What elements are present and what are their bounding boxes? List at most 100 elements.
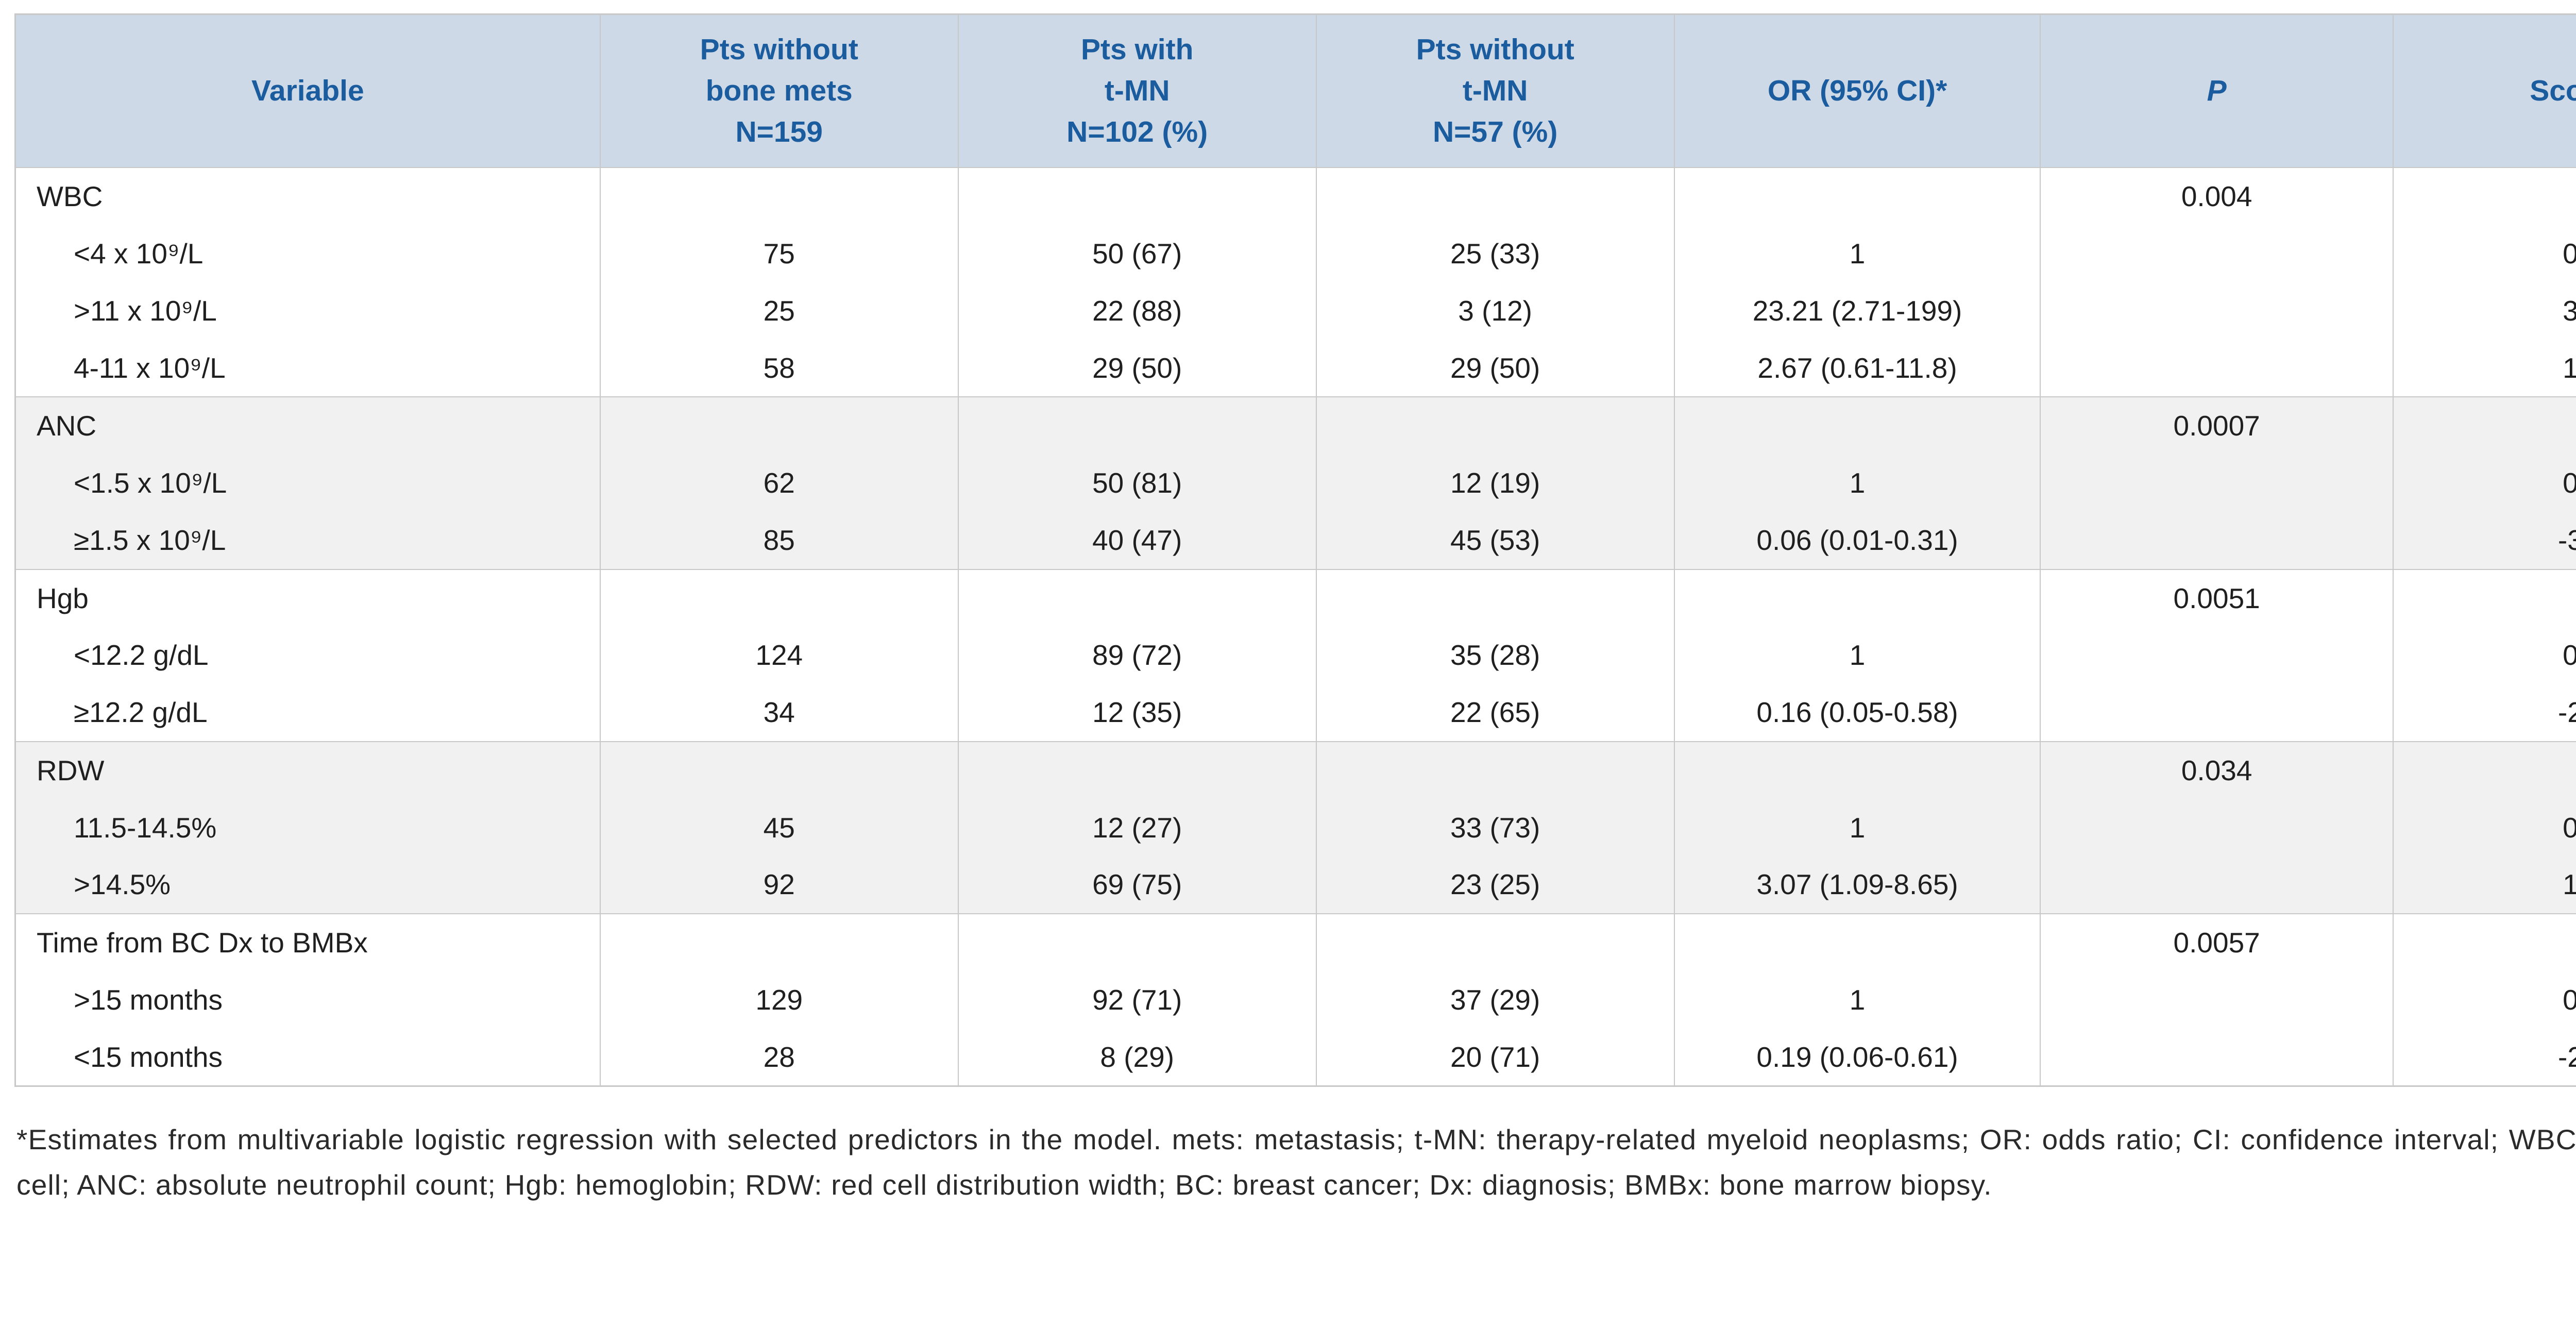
or-value: 1 bbox=[1673, 455, 2041, 512]
table-row: 4-11 x 10⁹/L 58 29 (50) 29 (50) 2.67 (0.… bbox=[15, 339, 2576, 397]
category-label: <15 months bbox=[15, 1028, 600, 1086]
empty-cell bbox=[2040, 455, 2393, 512]
table-row: 11.5-14.5% 45 12 (27) 33 (73) 1 0 bbox=[15, 799, 2576, 857]
table-row: <4 x 10⁹/L 75 50 (67) 25 (33) 1 0 bbox=[15, 225, 2576, 282]
or-value: 0.19 (0.06-0.61) bbox=[1673, 1028, 2041, 1086]
score-value: -2 bbox=[2392, 684, 2576, 742]
category-label: <4 x 10⁹/L bbox=[15, 225, 600, 282]
empty-cell bbox=[1673, 397, 2041, 455]
empty-cell bbox=[599, 914, 958, 971]
empty-cell bbox=[957, 569, 1316, 627]
table-row: >15 months 129 92 (71) 37 (29) 1 0 bbox=[15, 971, 2576, 1029]
empty-cell bbox=[957, 914, 1316, 971]
no-tmn-value: 37 (29) bbox=[1315, 971, 1674, 1029]
table-row: ANC 0.0007 bbox=[15, 397, 2576, 455]
or-value: 1 bbox=[1673, 225, 2041, 282]
empty-cell bbox=[2040, 627, 2393, 684]
tmn-value: 92 (71) bbox=[957, 971, 1316, 1029]
or-value: 23.21 (2.71-199) bbox=[1673, 282, 2041, 340]
results-table: Variable Pts without bone mets N=159 Pts… bbox=[14, 13, 2576, 1087]
tmn-value: 12 (35) bbox=[957, 684, 1316, 742]
no-tmn-value: 12 (19) bbox=[1315, 455, 1674, 512]
tmn-value: 50 (67) bbox=[957, 225, 1316, 282]
variable-group-rdw: RDW 0.034 11.5-14.5% 45 12 (27) 33 (73) … bbox=[15, 741, 2576, 914]
empty-cell bbox=[2040, 511, 2393, 569]
category-label: >15 months bbox=[15, 971, 600, 1029]
empty-cell bbox=[2392, 914, 2576, 971]
category-label: <12.2 g/dL bbox=[15, 627, 600, 684]
table-row: <15 months 28 8 (29) 20 (71) 0.19 (0.06-… bbox=[15, 1028, 2576, 1086]
empty-cell bbox=[1673, 167, 2041, 226]
score-value: -2 bbox=[2392, 1028, 2576, 1086]
no-tmn-value: 20 (71) bbox=[1315, 1028, 1674, 1086]
no-tmn-value: 23 (25) bbox=[1315, 856, 1674, 914]
variable-group-wbc: WBC 0.004 <4 x 10⁹/L 75 50 (67) 25 (33) … bbox=[15, 167, 2576, 397]
or-value: 1 bbox=[1673, 799, 2041, 857]
no-tmn-value: 33 (73) bbox=[1315, 799, 1674, 857]
variable-name: Time from BC Dx to BMBx bbox=[15, 914, 600, 971]
empty-cell bbox=[2040, 1028, 2393, 1086]
col-header-or-ci: OR (95% CI)* bbox=[1673, 14, 2041, 169]
tmn-value: 8 (29) bbox=[957, 1028, 1316, 1086]
table-row: <12.2 g/dL 124 89 (72) 35 (28) 1 0 bbox=[15, 627, 2576, 684]
variable-group-hgb: Hgb 0.0051 <12.2 g/dL 124 89 (72) 35 (28… bbox=[15, 569, 2576, 742]
table-row: ≥1.5 x 10⁹/L 85 40 (47) 45 (53) 0.06 (0.… bbox=[15, 511, 2576, 569]
variable-group-anc: ANC 0.0007 <1.5 x 10⁹/L 62 50 (81) 12 (1… bbox=[15, 397, 2576, 569]
or-value: 0.16 (0.05-0.58) bbox=[1673, 684, 2041, 742]
empty-cell bbox=[1315, 569, 1674, 627]
tmn-value: 22 (88) bbox=[957, 282, 1316, 340]
empty-cell bbox=[2040, 282, 2393, 340]
variable-group-time-bc-dx-to-bmbx: Time from BC Dx to BMBx 0.0057 >15 month… bbox=[15, 914, 2576, 1086]
empty-cell bbox=[2392, 167, 2576, 226]
tmn-value: 69 (75) bbox=[957, 856, 1316, 914]
no-tmn-value: 45 (53) bbox=[1315, 511, 1674, 569]
n-value: 75 bbox=[599, 225, 958, 282]
table-row: Hgb 0.0051 bbox=[15, 569, 2576, 627]
empty-cell bbox=[1673, 569, 2041, 627]
variable-name: Hgb bbox=[15, 569, 600, 627]
variable-name: RDW bbox=[15, 741, 600, 799]
header-row: Variable Pts without bone mets N=159 Pts… bbox=[15, 14, 2576, 169]
empty-cell bbox=[2040, 225, 2393, 282]
n-value: 85 bbox=[599, 511, 958, 569]
category-label: <1.5 x 10⁹/L bbox=[15, 455, 600, 512]
empty-cell bbox=[2040, 339, 2393, 397]
empty-cell bbox=[599, 167, 958, 226]
empty-cell bbox=[957, 167, 1316, 226]
p-value: 0.0057 bbox=[2040, 914, 2393, 971]
empty-cell bbox=[2040, 799, 2393, 857]
empty-cell bbox=[599, 569, 958, 627]
or-value: 1 bbox=[1673, 971, 2041, 1029]
col-header-pts-with-tmn: Pts with t-MN N=102 (%) bbox=[957, 14, 1316, 169]
variable-name: ANC bbox=[15, 397, 600, 455]
table-row: WBC 0.004 bbox=[15, 167, 2576, 226]
score-value: 0 bbox=[2392, 455, 2576, 512]
empty-cell bbox=[1673, 741, 2041, 799]
table-row: <1.5 x 10⁹/L 62 50 (81) 12 (19) 1 0 bbox=[15, 455, 2576, 512]
empty-cell bbox=[2392, 569, 2576, 627]
col-header-variable: Variable bbox=[15, 14, 600, 169]
n-value: 124 bbox=[599, 627, 958, 684]
score-value: 0 bbox=[2392, 799, 2576, 857]
variable-name: WBC bbox=[15, 167, 600, 226]
tmn-value: 50 (81) bbox=[957, 455, 1316, 512]
score-value: -3 bbox=[2392, 511, 2576, 569]
empty-cell bbox=[2040, 856, 2393, 914]
n-value: 92 bbox=[599, 856, 958, 914]
n-value: 58 bbox=[599, 339, 958, 397]
no-tmn-value: 3 (12) bbox=[1315, 282, 1674, 340]
n-value: 25 bbox=[599, 282, 958, 340]
empty-cell bbox=[1315, 741, 1674, 799]
empty-cell bbox=[957, 397, 1316, 455]
col-header-p: P bbox=[2040, 14, 2393, 169]
empty-cell bbox=[599, 397, 958, 455]
table-row: ≥12.2 g/dL 34 12 (35) 22 (65) 0.16 (0.05… bbox=[15, 684, 2576, 742]
n-value: 34 bbox=[599, 684, 958, 742]
or-value: 3.07 (1.09-8.65) bbox=[1673, 856, 2041, 914]
tmn-value: 40 (47) bbox=[957, 511, 1316, 569]
empty-cell bbox=[2040, 971, 2393, 1029]
or-value: 1 bbox=[1673, 627, 2041, 684]
tmn-value: 12 (27) bbox=[957, 799, 1316, 857]
score-value: 0 bbox=[2392, 971, 2576, 1029]
col-header-score: Score bbox=[2392, 14, 2576, 169]
